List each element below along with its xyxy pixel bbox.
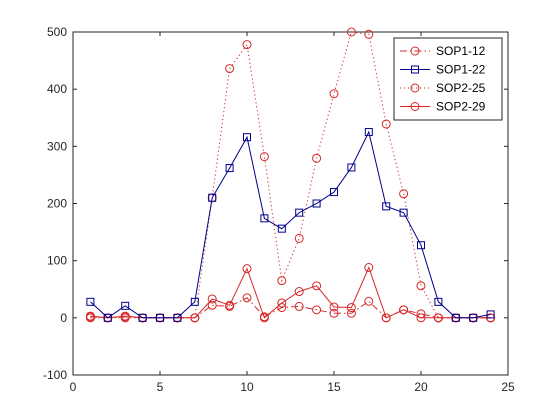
data-point: [138, 313, 147, 322]
x-tick-label: 20: [414, 380, 428, 394]
data-point: [417, 241, 425, 250]
data-point: [364, 263, 374, 273]
series-sop1-22: [86, 128, 495, 322]
data-point: [312, 305, 322, 315]
data-point: [242, 40, 252, 50]
data-point: [260, 214, 269, 223]
data-point: [312, 153, 322, 163]
data-point: [207, 300, 217, 310]
data-point: [190, 313, 200, 323]
data-point: [259, 152, 269, 162]
legend-marker: [410, 83, 420, 93]
data-point: [242, 293, 252, 303]
legend-marker: [411, 65, 419, 74]
data-point: [312, 199, 321, 208]
x-tick-label: 15: [327, 380, 341, 394]
x-tick-label: 25: [501, 380, 515, 394]
data-point: [85, 311, 95, 321]
data-point: [347, 163, 356, 172]
legend: SOP1-12 SOP1-22 SOP2-25 SOP2-29: [393, 37, 503, 121]
data-point: [416, 281, 426, 291]
data-point: [329, 308, 339, 318]
data-point: [225, 64, 235, 74]
legend-label: SOP2-29: [436, 100, 486, 114]
x-tick-label: 5: [157, 380, 164, 394]
y-tick-label: -100: [43, 368, 67, 382]
y-tick-label: 500: [47, 25, 67, 39]
data-point: [382, 202, 391, 211]
data-point: [433, 313, 443, 323]
data-point: [294, 233, 304, 243]
legend-marker: [410, 102, 420, 111]
data-point: [103, 313, 112, 322]
data-point: [364, 29, 374, 39]
data-point: [225, 164, 234, 173]
legend-label: SOP1-12: [436, 44, 486, 58]
y-tick-label: 400: [47, 82, 67, 96]
y-tick-label: 200: [47, 197, 67, 211]
data-point: [434, 297, 443, 306]
legend-entry-sop1-22: SOP1-22: [400, 63, 486, 77]
legend-marker: [410, 46, 420, 56]
data-point: [329, 302, 339, 312]
legend-label: SOP2-25: [436, 81, 486, 95]
data-point: [277, 276, 287, 286]
data-point: [294, 301, 304, 311]
data-point: [243, 133, 251, 142]
data-point: [329, 89, 339, 99]
data-point: [451, 313, 460, 322]
data-point: [277, 298, 287, 308]
data-point: [207, 294, 217, 304]
legend-entry-sop2-25: SOP2-25: [400, 81, 486, 95]
data-point: [346, 303, 356, 313]
data-point: [486, 310, 495, 319]
data-point: [399, 189, 409, 199]
data-point: [173, 313, 182, 322]
y-tick-label: 100: [47, 254, 67, 268]
data-point: [242, 264, 252, 274]
legend-label: SOP1-22: [436, 63, 486, 77]
x-tick-label: 0: [70, 380, 77, 394]
data-point: [399, 305, 409, 315]
data-point: [381, 119, 391, 129]
data-point: [346, 27, 356, 37]
data-point: [294, 287, 304, 297]
data-point: [86, 297, 95, 306]
data-point: [346, 308, 356, 318]
data-point: [190, 297, 199, 306]
data-point: [156, 313, 164, 322]
data-point: [121, 301, 130, 310]
data-point: [277, 224, 286, 233]
legend-entry-sop2-29: SOP2-29: [400, 100, 486, 114]
data-point: [364, 296, 374, 306]
data-point: [225, 300, 235, 310]
data-point: [259, 313, 269, 323]
y-tick-label: 300: [47, 139, 67, 153]
data-point: [381, 313, 391, 323]
data-point: [330, 188, 338, 197]
series-line-sop1-22: [90, 130, 491, 319]
data-point: [399, 208, 408, 217]
data-point: [120, 311, 130, 321]
x-tick-label: 10: [240, 380, 254, 394]
data-point: [416, 313, 426, 323]
data-point: [295, 208, 304, 217]
data-point: [364, 128, 373, 137]
data-point: [208, 193, 217, 202]
data-point: [469, 313, 478, 322]
y-tick-label: 0: [60, 311, 67, 325]
legend-entry-sop1-12: SOP1-12: [400, 44, 486, 58]
data-point: [312, 281, 322, 291]
series-layer: [85, 27, 496, 323]
